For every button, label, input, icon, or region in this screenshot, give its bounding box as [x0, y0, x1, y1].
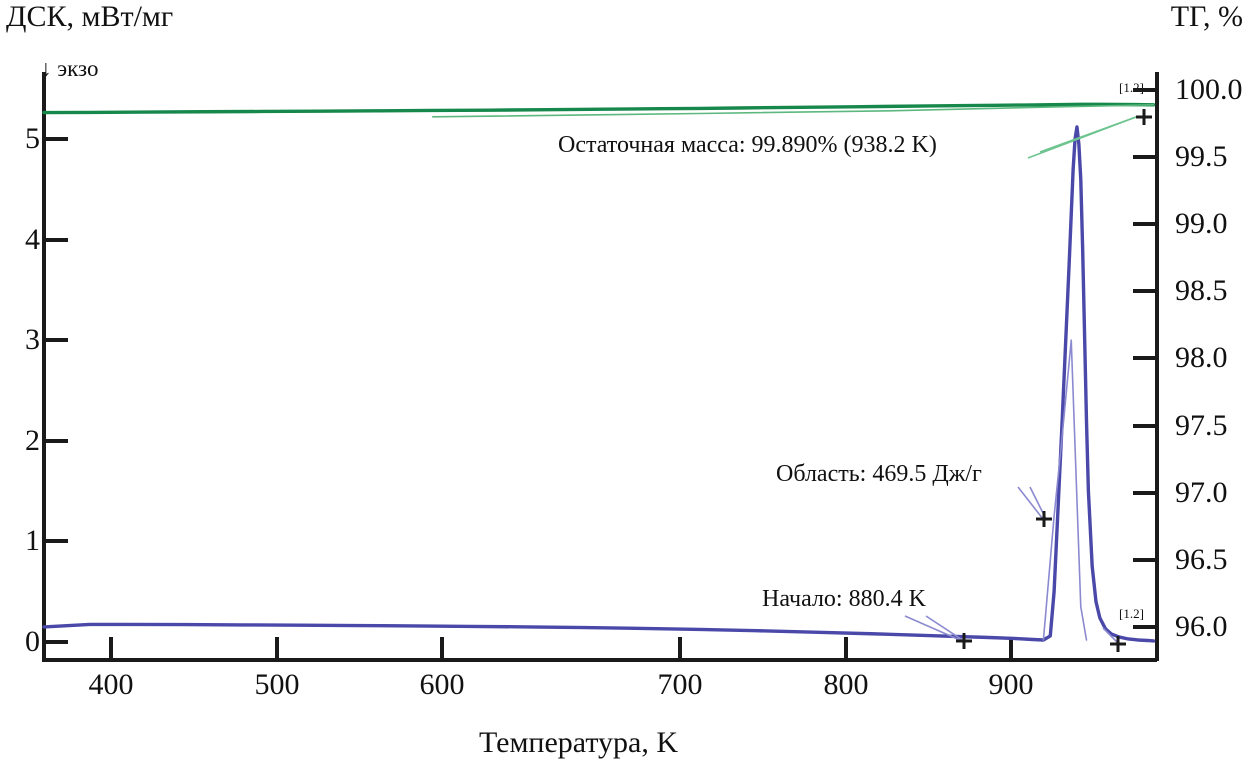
- y2-tick-label-99-0: 99.0: [1175, 207, 1228, 240]
- annotation-area: Область: 469.5 Дж/г: [776, 461, 982, 487]
- y2-tick-label-96-5: 96.5: [1175, 543, 1228, 576]
- y-tick-label-2: 2: [25, 424, 40, 457]
- y2-tick-label-97-5: 97.5: [1175, 409, 1228, 442]
- x-tick-label-600: 600: [419, 668, 465, 701]
- y-tick-label-4: 4: [25, 223, 40, 256]
- y2-tick-label-97-0: 97.0: [1175, 476, 1228, 509]
- annotation-leader-lines: [904, 116, 1137, 644]
- curve-peak-baseline: [1042, 339, 1088, 641]
- y2-tick-label-98-0: 98.0: [1175, 341, 1228, 374]
- y-tick-label-5: 5: [25, 122, 40, 155]
- y-axis-ticks: [44, 137, 68, 644]
- annotation-residual-mass: Остаточная масса: 99.890% (938.2 K): [558, 132, 937, 158]
- y-tick-label-1: 1: [25, 524, 40, 557]
- marker-tag-bottom: [1.2]: [1119, 606, 1144, 621]
- x-tick-label-900: 900: [988, 668, 1034, 701]
- curve-dsc: [42, 125, 1156, 643]
- left-axis-title: ДСК, мВт/мг: [6, 0, 174, 33]
- annotation-onset: Начало: 880.4 K: [762, 586, 926, 612]
- y2-tick-label-96-0: 96.0: [1175, 610, 1228, 643]
- y2-axis-ticks: [1133, 88, 1157, 629]
- y2-tick-label-99-5: 99.5: [1175, 140, 1228, 173]
- exo-direction-label: ↓ экзо: [40, 56, 99, 81]
- curve-tg-baseline: [431, 103, 1155, 118]
- x-tick-label-700: 700: [657, 668, 703, 701]
- curve-tg: [42, 102, 1156, 115]
- data-markers: [956, 109, 1152, 652]
- y-tick-label-3: 3: [25, 323, 40, 356]
- x-tick-label-400: 400: [88, 668, 134, 701]
- right-axis-title: ТГ, %: [1170, 0, 1243, 33]
- x-axis-title: Температура, K: [478, 726, 679, 759]
- y2-tick-label-98-5: 98.5: [1175, 274, 1228, 307]
- x-tick-label-500: 500: [254, 668, 300, 701]
- axis-lines: [42, 72, 1159, 662]
- x-axis-ticks: [109, 637, 1013, 660]
- y2-tick-label-100-0: 100.0: [1175, 73, 1243, 106]
- x-tick-label-800: 800: [823, 668, 869, 701]
- y-tick-label-0: 0: [25, 625, 40, 658]
